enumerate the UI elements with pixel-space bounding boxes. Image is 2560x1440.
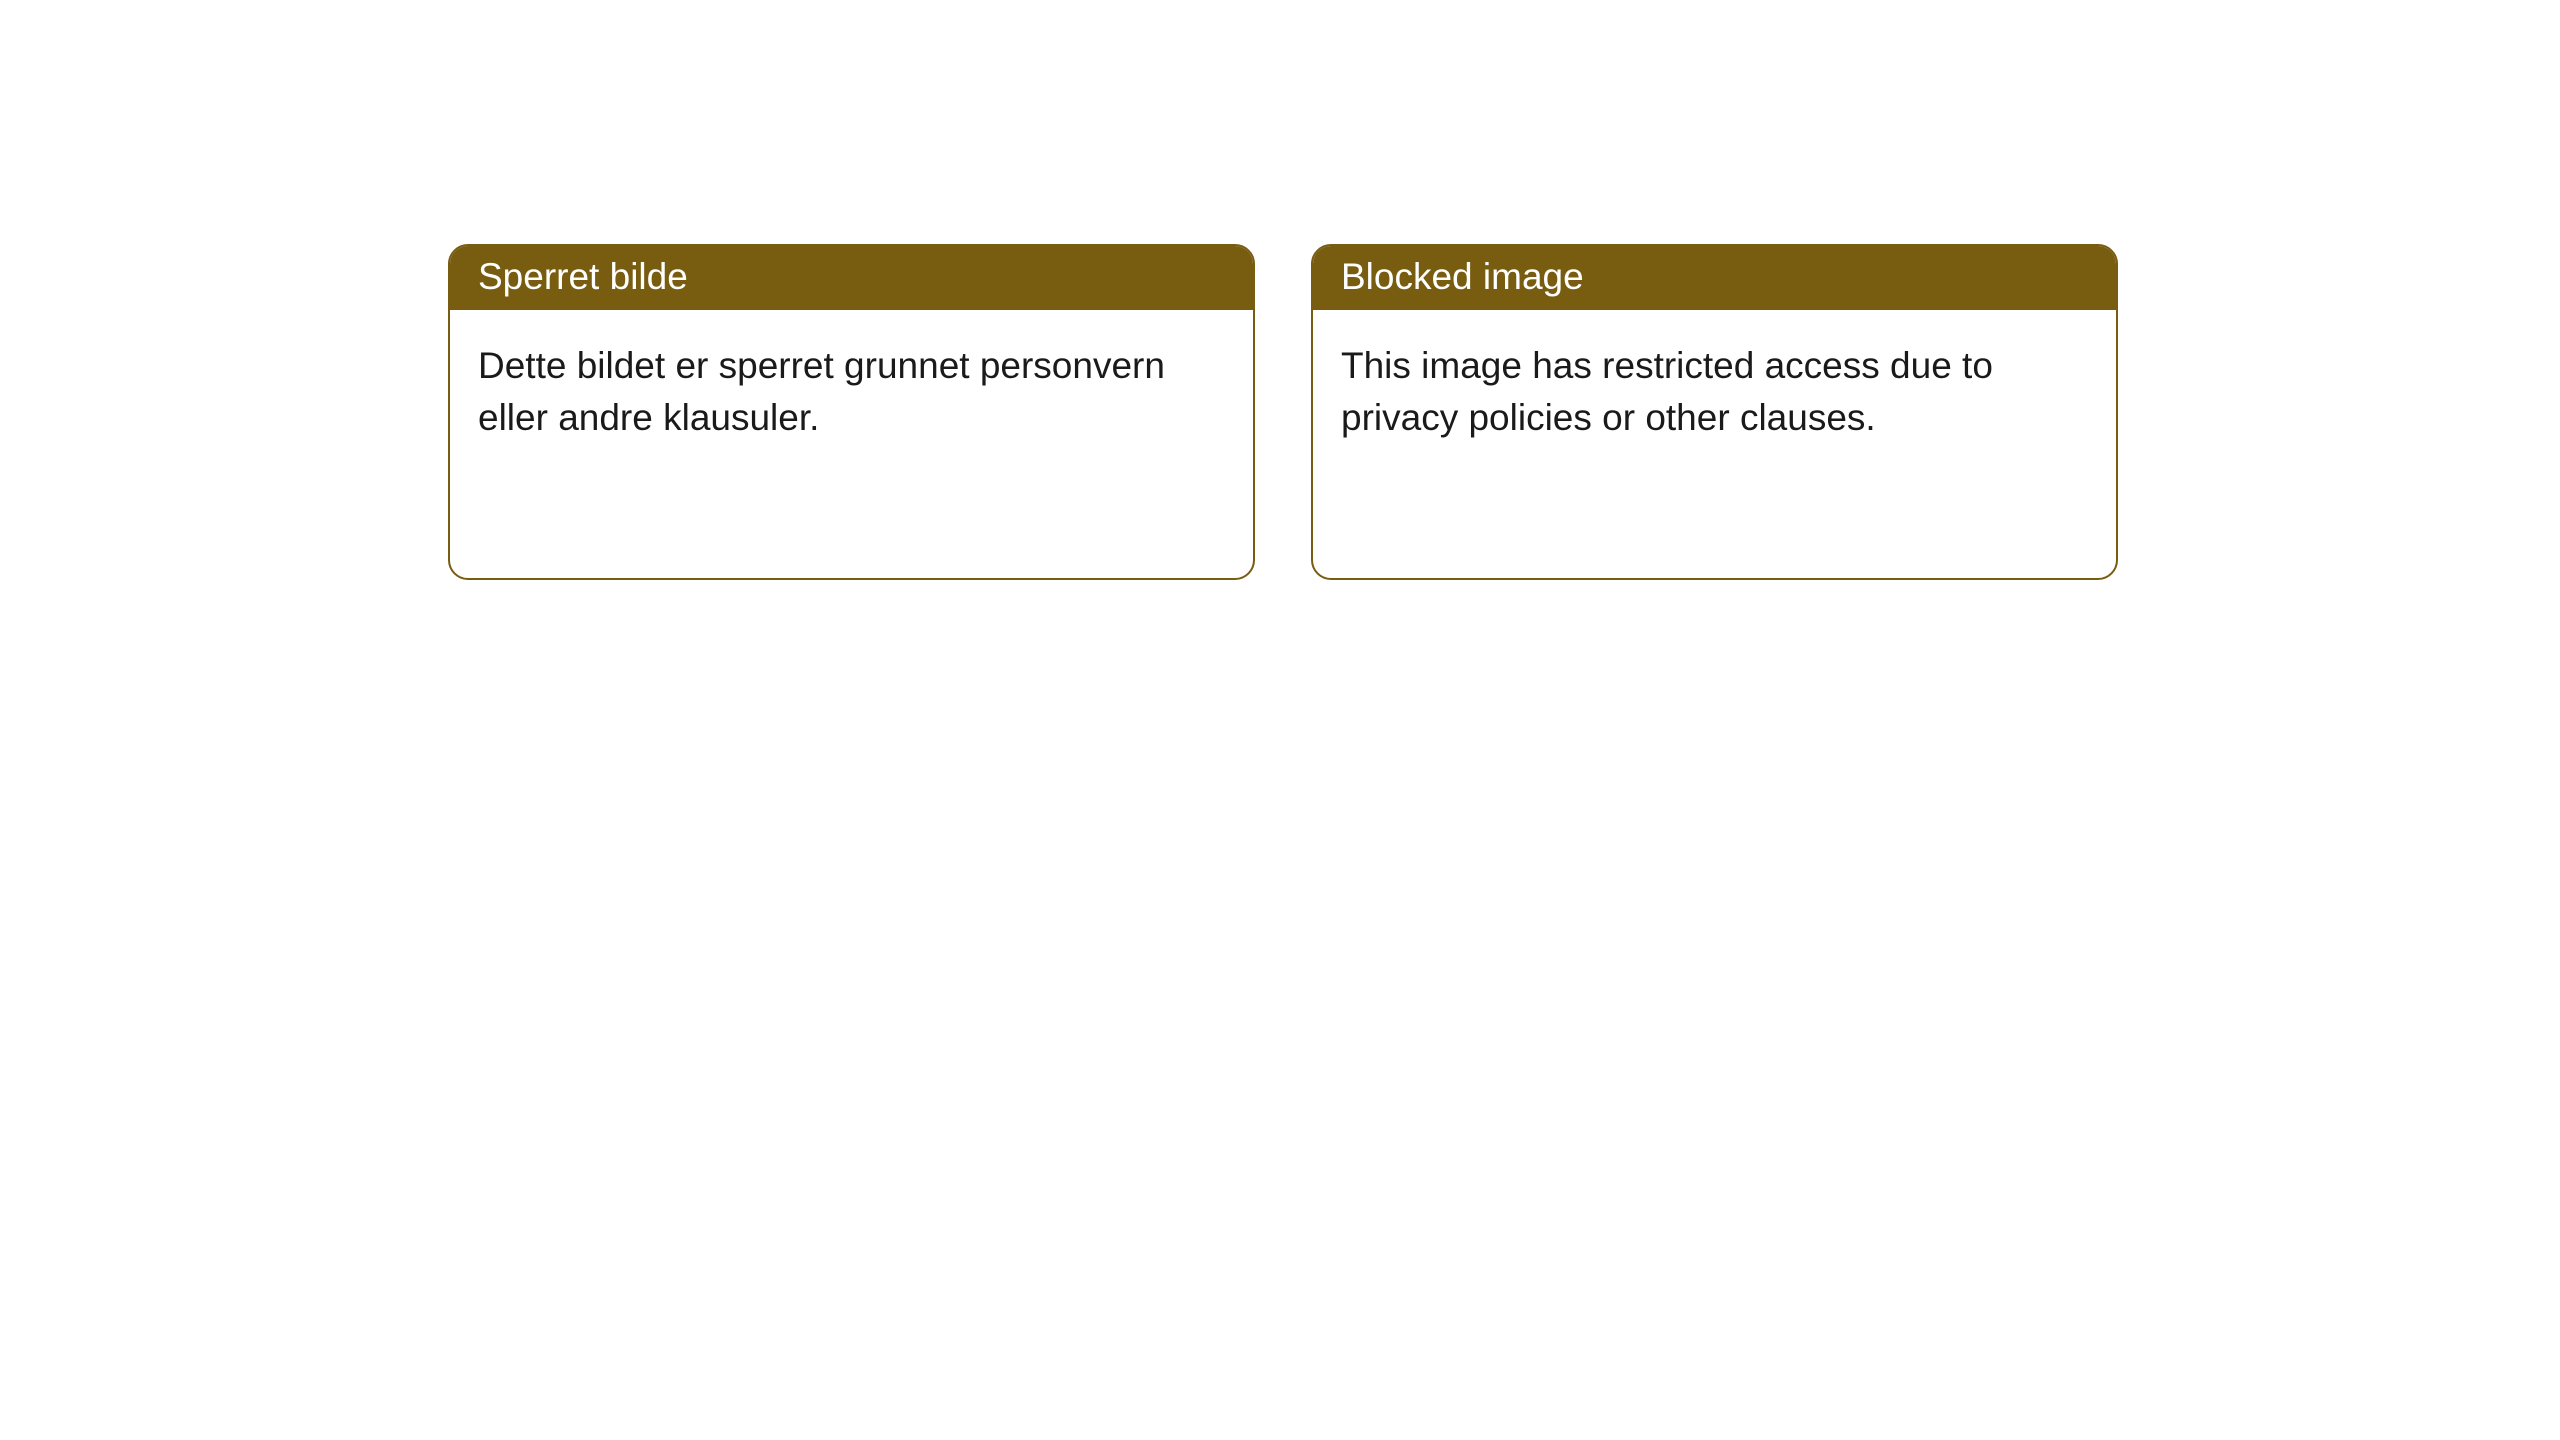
notice-card-english: Blocked image This image has restricted … xyxy=(1311,244,2118,580)
notice-header-english: Blocked image xyxy=(1313,246,2116,310)
notice-body-english: This image has restricted access due to … xyxy=(1313,310,2116,474)
notice-body-norwegian: Dette bildet er sperret grunnet personve… xyxy=(450,310,1253,474)
notice-container: Sperret bilde Dette bildet er sperret gr… xyxy=(0,0,2560,580)
notice-header-norwegian: Sperret bilde xyxy=(450,246,1253,310)
notice-card-norwegian: Sperret bilde Dette bildet er sperret gr… xyxy=(448,244,1255,580)
